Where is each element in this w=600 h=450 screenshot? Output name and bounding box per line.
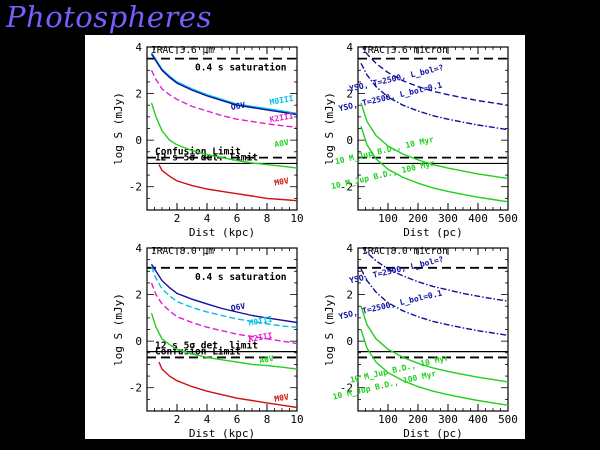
x-tick-label: 200 xyxy=(408,212,428,225)
series-label: A0V xyxy=(274,138,290,149)
y-tick-label: 0 xyxy=(135,335,142,348)
series-label: O6V xyxy=(230,302,246,313)
x-axis-label: Dist (pc) xyxy=(403,427,463,439)
figure-panel: 2 4 6 8 10 -2 0 2 4 Dist (kpc) log S (mJy) IRAC 3.6… xyxy=(85,35,525,439)
y-tick-label: 4 xyxy=(346,242,353,255)
x-tick-label: 2 xyxy=(174,413,181,426)
y-tick-label: 4 xyxy=(346,41,353,54)
y-tick-label: 2 xyxy=(346,88,353,101)
x-tick-label: 10 xyxy=(290,413,303,426)
series-line-o6v xyxy=(150,53,297,116)
series-label: M0V xyxy=(274,176,290,187)
y-tick-label: 4 xyxy=(135,41,142,54)
panel-title: IRAC 3.6 micron xyxy=(362,45,448,56)
y-tick-label: -2 xyxy=(340,382,353,395)
series-line-10-m-jup-b-d-10-myr xyxy=(360,102,508,180)
reference-label: Confusion Limit xyxy=(155,346,241,357)
series-line-a0v xyxy=(150,312,297,370)
reference-label: 0.4 s saturation xyxy=(195,63,287,74)
y-axis-label: log S (mJy) xyxy=(112,92,125,165)
x-tick-label: 2 xyxy=(174,212,181,225)
x-axis-label: Dist (pc) xyxy=(403,226,463,239)
x-tick-label: 300 xyxy=(438,413,458,426)
series-line-yso-t-2500-l-bol xyxy=(361,47,508,106)
y-tick-label: -2 xyxy=(129,382,142,395)
x-tick-label: 500 xyxy=(498,212,518,225)
panel-title: IRAC 8.0 μm xyxy=(151,246,214,257)
series-line-k2iii xyxy=(150,282,297,345)
series-line-10-m-jup-b-d-10-myr xyxy=(360,305,508,383)
series-line-10-m-jup-b-d-100-myr xyxy=(360,329,508,406)
series-label: A0V xyxy=(259,354,275,365)
x-tick-label: 200 xyxy=(408,413,428,426)
x-tick-label: 400 xyxy=(468,413,488,426)
series-line-o6v xyxy=(150,263,297,324)
y-axis-label: log S (mJy) xyxy=(112,293,125,366)
x-tick-label: 4 xyxy=(204,413,211,426)
x-tick-label: 4 xyxy=(204,212,211,225)
series-line-m0v xyxy=(158,164,297,202)
y-tick-label: 4 xyxy=(135,242,142,255)
y-tick-label: 2 xyxy=(346,289,353,302)
panel-title: IRAC 3.6 μm xyxy=(151,45,214,56)
x-tick-label: 100 xyxy=(378,212,398,225)
series-label: M0III xyxy=(248,315,273,328)
page-title: Photospheres xyxy=(6,0,212,34)
y-axis-label: log S (mJy) xyxy=(323,92,336,165)
series-line-10-m-jup-b-d-100-myr xyxy=(360,125,508,203)
y-tick-label: -2 xyxy=(129,181,142,194)
x-tick-label: 6 xyxy=(234,212,241,225)
y-tick-label: 2 xyxy=(135,289,142,302)
panel-irac-8-0-pc: 100 200 300 400 500 -2 0 2 4 Dist (pc) log S (mJy)… xyxy=(323,242,518,439)
x-tick-label: 300 xyxy=(438,212,458,225)
x-tick-label: 400 xyxy=(468,212,488,225)
series-label: K2III xyxy=(248,331,273,344)
y-tick-label: 0 xyxy=(346,134,353,147)
y-axis-label: log S (mJy) xyxy=(323,293,336,366)
series-label: M0V xyxy=(274,392,290,403)
series-line-yso-t-2500-l-bol-0-1 xyxy=(360,62,508,131)
series-line-m0iii xyxy=(150,266,297,328)
x-axis-label: Dist (kpc) xyxy=(189,226,255,239)
series-line-a0v xyxy=(150,102,297,169)
panel-irac-3-6-pc: 100 200 300 400 500 -2 0 2 4 Dist (pc) log S (mJy)… xyxy=(323,41,518,239)
series-label: O6V xyxy=(230,101,246,112)
x-tick-label: 6 xyxy=(234,413,241,426)
x-tick-label: 100 xyxy=(378,413,398,426)
x-tick-label: 500 xyxy=(498,413,518,426)
series-label: YSO, T=2500, L_bol=? xyxy=(348,255,444,285)
x-tick-label: 8 xyxy=(264,212,271,225)
y-tick-label: 0 xyxy=(135,134,142,147)
series-label: YSO, T=2500, L_bol=0.1 xyxy=(338,289,443,322)
series-line-k2iii xyxy=(150,69,297,128)
series-line-yso-t-2500-l-bol-0-1 xyxy=(360,268,508,336)
series-line-m0v xyxy=(158,361,297,409)
series-label: K2III xyxy=(269,111,294,124)
y-tick-label: 0 xyxy=(346,335,353,348)
y-tick-label: -2 xyxy=(340,181,353,194)
reference-label: 0.4 s saturation xyxy=(195,272,287,283)
x-axis-label: Dist (kpc) xyxy=(189,427,255,439)
series-label: M0III xyxy=(269,94,294,107)
x-tick-label: 10 xyxy=(290,212,303,225)
reference-label: 12 s 5σ det. limit xyxy=(155,152,258,163)
panel-title: IRAC 8.0 micron xyxy=(362,246,448,257)
reference-label: 12 s 5σ det. limit xyxy=(155,341,258,352)
y-tick-label: 2 xyxy=(135,88,142,101)
x-tick-label: 8 xyxy=(264,413,271,426)
